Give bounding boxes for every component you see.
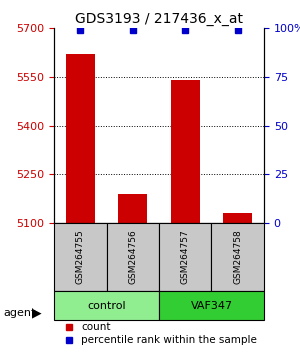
FancyBboxPatch shape [159, 291, 264, 320]
Bar [66, 54, 95, 223]
Text: VAF347: VAF347 [190, 301, 232, 310]
FancyBboxPatch shape [106, 223, 159, 291]
FancyBboxPatch shape [212, 223, 264, 291]
Bar [171, 80, 200, 223]
Bar [118, 194, 147, 223]
Text: ▶: ▶ [32, 307, 41, 320]
Text: GSM264758: GSM264758 [233, 229, 242, 284]
Text: control: control [87, 301, 126, 310]
Title: GDS3193 / 217436_x_at: GDS3193 / 217436_x_at [75, 12, 243, 26]
Text: count: count [81, 322, 111, 332]
Text: agent: agent [3, 308, 35, 318]
Bar [223, 213, 252, 223]
FancyBboxPatch shape [54, 291, 159, 320]
FancyBboxPatch shape [54, 223, 106, 291]
Text: GSM264757: GSM264757 [181, 229, 190, 284]
FancyBboxPatch shape [159, 223, 211, 291]
Text: GSM264756: GSM264756 [128, 229, 137, 284]
Text: GSM264755: GSM264755 [76, 229, 85, 284]
Text: percentile rank within the sample: percentile rank within the sample [81, 335, 257, 345]
